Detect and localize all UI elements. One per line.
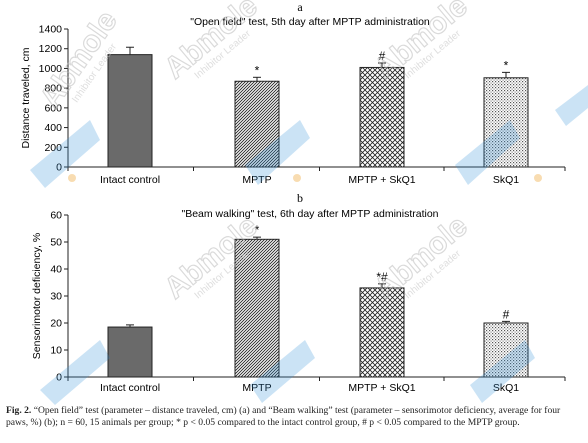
watermark-dot xyxy=(68,174,76,182)
bar-3 xyxy=(359,66,405,168)
significance-marker: * xyxy=(504,58,509,72)
x-tick-label: MPTP xyxy=(242,174,271,186)
chart-title: "Open field" test, 5th day after MPTP ad… xyxy=(190,16,430,28)
y-tick-label: 1000 xyxy=(39,63,63,75)
watermark-ribbon xyxy=(245,120,310,185)
x-tick-label: MPTP + SkQ1 xyxy=(348,382,415,394)
y-tick-label: 600 xyxy=(44,102,62,114)
panel-letter: a xyxy=(297,0,303,14)
x-tick-label: MPTP xyxy=(242,382,271,394)
significance-marker: * xyxy=(255,63,260,77)
y-tick-label: 60 xyxy=(50,210,62,222)
panel-b: b "Beam walking" test, 6th day after MPTP… xyxy=(31,191,566,394)
chart-layer: a "Open field" test, 5th day after MPTP a… xyxy=(20,0,566,394)
figure-caption: Fig. 2. “Open field” test (parameter – d… xyxy=(6,405,584,429)
watermark-ribbon xyxy=(30,120,100,188)
x-tick-label: Intact control xyxy=(100,174,160,186)
significance-marker: *# xyxy=(376,270,388,284)
bar-4 xyxy=(483,77,529,168)
bar-2 xyxy=(234,80,280,168)
y-axis-label: Sensorimotor deficiency, % xyxy=(31,233,43,359)
panel-letter: b xyxy=(297,191,303,205)
y-tick-label: 1400 xyxy=(39,24,63,36)
x-tick-label: SkQ1 xyxy=(493,174,519,186)
y-tick-label: 200 xyxy=(44,142,62,154)
y-tick-label: 400 xyxy=(44,122,62,134)
y-tick-label: 800 xyxy=(44,83,62,95)
watermark-brand: Abmole xyxy=(158,0,263,85)
bar-1 xyxy=(107,54,153,168)
y-tick-label: 20 xyxy=(50,318,62,330)
bar-3 xyxy=(359,287,405,378)
y-tick-label: 0 xyxy=(56,162,62,174)
watermark-ribbon xyxy=(470,340,535,403)
bar-4 xyxy=(483,322,529,378)
y-tick-label: 50 xyxy=(50,237,62,249)
significance-marker: # xyxy=(379,49,386,63)
watermark-dot xyxy=(293,174,301,182)
significance-marker: * xyxy=(255,223,260,237)
panel-a: a "Open field" test, 5th day after MPTP a… xyxy=(20,0,566,186)
watermark-ribbon xyxy=(555,85,588,126)
bar-1 xyxy=(107,326,153,378)
caption-text: “Open field” test (parameter – distance … xyxy=(6,405,561,428)
chart-title: "Beam walking" test, 6th day after MPTP … xyxy=(181,208,438,220)
watermark-brand: Abmole xyxy=(368,0,473,85)
x-tick-label: SkQ1 xyxy=(493,382,519,394)
watermark-dot xyxy=(534,174,542,182)
watermark-ribbon xyxy=(40,340,110,405)
bar-2 xyxy=(234,238,280,378)
y-tick-label: 10 xyxy=(50,345,62,357)
y-tick-label: 40 xyxy=(50,264,62,276)
x-tick-label: Intact control xyxy=(100,382,160,394)
y-axis-label: Distance traveled, cm xyxy=(20,47,32,148)
significance-marker: # xyxy=(503,307,510,321)
y-tick-label: 30 xyxy=(50,291,62,303)
y-tick-label: 0 xyxy=(56,372,62,384)
x-tick-label: MPTP + SkQ1 xyxy=(348,174,415,186)
y-tick-label: 1200 xyxy=(39,43,63,55)
watermark-ribbon xyxy=(455,120,520,185)
caption-label: Fig. 2. xyxy=(6,405,32,416)
watermark-ribbon xyxy=(250,340,315,403)
